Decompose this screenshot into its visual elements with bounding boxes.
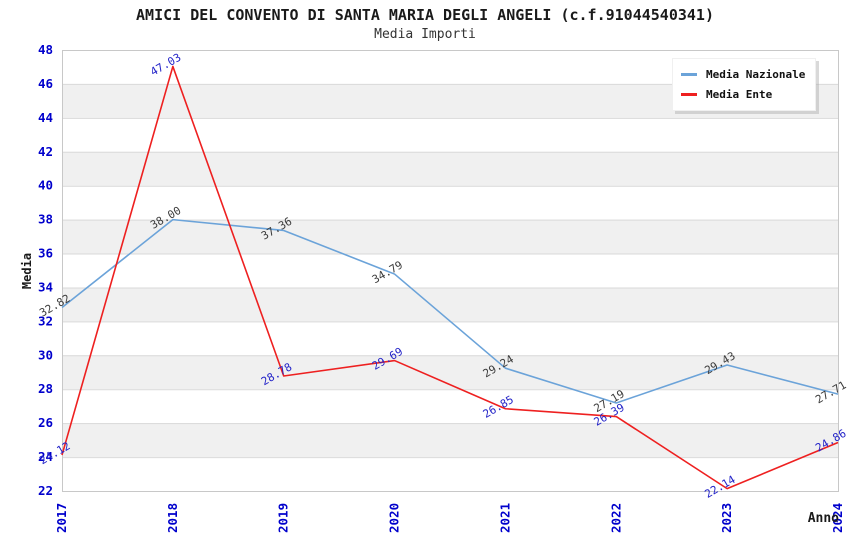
y-tick-label: 28 bbox=[38, 381, 53, 396]
x-tick-label: 2020 bbox=[387, 503, 402, 533]
y-tick-label: 46 bbox=[38, 76, 53, 91]
y-tick-label: 38 bbox=[38, 212, 53, 227]
y-tick-label: 26 bbox=[38, 415, 53, 430]
plot-band bbox=[62, 151, 838, 186]
x-tick-label: 2024 bbox=[830, 503, 845, 533]
x-tick-label: 2019 bbox=[276, 503, 291, 533]
y-tick-label: 44 bbox=[38, 110, 53, 125]
legend-label-media-nazionale: Media Nazionale bbox=[706, 67, 806, 81]
x-axis-title: Anno bbox=[807, 511, 839, 526]
point-label: 26.85 bbox=[481, 393, 516, 421]
plot-band bbox=[62, 423, 838, 458]
x-tick-label: 2017 bbox=[54, 503, 69, 533]
y-tick-label: 22 bbox=[38, 483, 53, 498]
y-tick-label: 36 bbox=[38, 246, 53, 261]
plot-band bbox=[62, 355, 838, 390]
y-tick-label: 34 bbox=[38, 279, 53, 294]
y-tick-label: 24 bbox=[38, 449, 53, 464]
legend-swatch-media-nazionale bbox=[681, 72, 697, 76]
point-label: 24.12 bbox=[37, 439, 72, 467]
chart-legend: Media Nazionale Media Ente bbox=[672, 58, 817, 111]
series-line-media-nazionale bbox=[61, 218, 839, 404]
x-tick-label: 2023 bbox=[719, 503, 734, 533]
y-tick-label: 32 bbox=[38, 313, 53, 328]
legend-item-media-ente: Media Ente bbox=[681, 84, 805, 104]
y-axis-title: Media bbox=[20, 252, 34, 290]
y-tick-label: 40 bbox=[38, 178, 53, 193]
y-tick-label: 48 bbox=[38, 42, 53, 57]
plot-band bbox=[62, 287, 838, 322]
plot-border bbox=[62, 50, 839, 492]
point-label: 47.03 bbox=[148, 51, 183, 79]
legend-swatch-media-ente bbox=[681, 92, 697, 96]
y-tick-label: 42 bbox=[38, 144, 53, 159]
point-label: 34.79 bbox=[370, 258, 405, 286]
chart-subtitle: Media Importi bbox=[374, 27, 476, 42]
page-title: AMICI DEL CONVENTO DI SANTA MARIA DEGLI … bbox=[136, 6, 714, 24]
y-tick-label: 30 bbox=[38, 347, 53, 362]
plot-band bbox=[62, 219, 838, 254]
x-tick-label: 2018 bbox=[165, 503, 180, 533]
legend-label-media-ente: Media Ente bbox=[706, 87, 773, 101]
x-tick-label: 2021 bbox=[497, 503, 512, 533]
series-line-media-ente bbox=[61, 65, 839, 490]
legend-item-media-nazionale: Media Nazionale bbox=[681, 64, 805, 84]
x-tick-label: 2022 bbox=[608, 503, 623, 533]
